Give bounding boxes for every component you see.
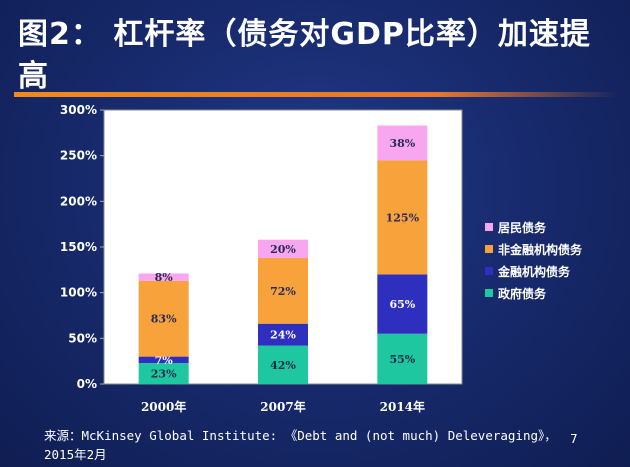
y-tick-label: 250% — [60, 149, 97, 163]
bar-segment — [258, 257, 308, 324]
y-tick-label: 150% — [60, 240, 97, 254]
data-label: 8% — [155, 271, 174, 284]
legend-label: 居民债务 — [498, 220, 547, 235]
total-label: 283% — [384, 109, 421, 123]
bar-segment — [377, 125, 428, 161]
y-tick-label: 50% — [68, 331, 97, 345]
data-label: 20% — [270, 243, 296, 256]
y-tick-label: 0% — [77, 377, 97, 391]
legend-swatch — [485, 223, 493, 231]
bar-segment — [138, 356, 189, 363]
legend-swatch — [485, 245, 493, 253]
legend-swatch — [485, 267, 493, 275]
y-tick-label: 200% — [60, 194, 97, 208]
x-tick-label: 2014年 — [380, 399, 425, 414]
bar-segment — [258, 323, 308, 346]
legend-label: 政府债务 — [498, 286, 547, 301]
data-label: 72% — [270, 285, 296, 298]
data-label: 24% — [270, 329, 296, 342]
data-label: 65% — [389, 298, 415, 311]
bar-segment — [258, 345, 308, 384]
bar-segment — [138, 362, 189, 384]
data-label: 38% — [389, 137, 415, 150]
y-tick-label: 300% — [60, 103, 97, 117]
data-label: 23% — [151, 367, 177, 380]
slide-title: 图2： 杠杆率（债务对GDP比率）加速提高 — [18, 17, 591, 94]
x-tick-label: 2000年 — [141, 399, 186, 414]
title-underline-bar — [14, 92, 618, 97]
source-note: 来源：McKinsey Global Institute: 《Debt and … — [44, 428, 557, 462]
legend-label: 金融机构债务 — [497, 264, 571, 279]
legend-swatch — [485, 289, 493, 297]
data-label: 55% — [389, 353, 415, 366]
data-label: 42% — [270, 359, 296, 372]
x-tick-label: 2007年 — [260, 399, 305, 414]
bar-segment — [377, 160, 428, 275]
data-label: 125% — [386, 211, 420, 224]
bar-segment — [138, 273, 189, 281]
total-label: 121% — [145, 256, 182, 270]
total-label: 158% — [265, 223, 302, 237]
y-tick-label: 100% — [60, 286, 97, 300]
data-label: 7% — [155, 354, 174, 367]
legend-label: 非金融机构债务 — [498, 242, 583, 257]
bar-segment — [377, 333, 428, 384]
data-label: 83% — [151, 313, 177, 326]
bar-segment — [138, 280, 189, 357]
bar-segment — [377, 274, 428, 334]
page-number: 7 — [570, 432, 578, 446]
bar-segment — [258, 239, 308, 258]
